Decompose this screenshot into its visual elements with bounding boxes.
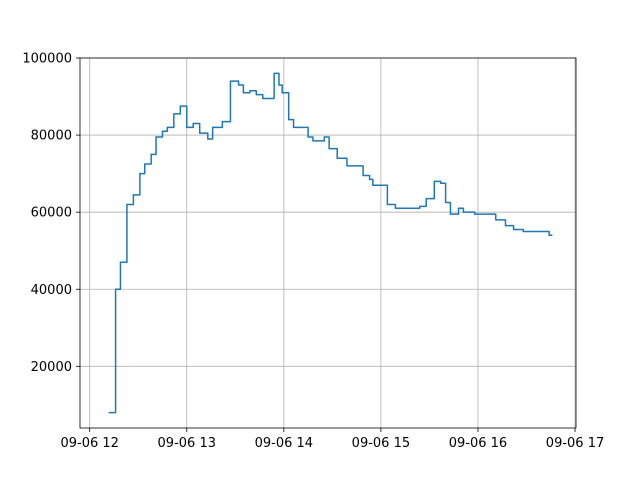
- data-point: [108, 411, 110, 414]
- y-tick-label: 20000: [31, 360, 72, 375]
- data-point: [132, 194, 134, 196]
- data-point: [186, 126, 188, 128]
- data-point: [119, 261, 122, 263]
- data-point: [212, 126, 214, 128]
- data-point: [281, 92, 283, 94]
- data-point: [144, 163, 146, 165]
- data-point: [346, 165, 348, 167]
- data-point: [126, 203, 128, 206]
- data-point: [192, 122, 194, 125]
- data-point: [362, 174, 364, 177]
- data-point: [221, 120, 223, 123]
- x-tick-label: 09-06 13: [158, 436, 216, 451]
- data-point: [474, 213, 476, 215]
- x-tick-label: 09-06 12: [60, 436, 118, 451]
- data-point: [292, 126, 295, 128]
- series-line: [109, 72, 553, 414]
- data-point: [419, 205, 421, 207]
- data-point: [495, 219, 497, 221]
- data-point: [307, 136, 309, 138]
- y-tick-label: 40000: [31, 283, 72, 298]
- data-point: [139, 173, 141, 175]
- data-point: [449, 213, 452, 215]
- data-point: [425, 198, 427, 200]
- data-point: [312, 140, 314, 142]
- data-point: [336, 157, 338, 159]
- data-point: [273, 72, 275, 75]
- data-point: [440, 182, 442, 184]
- x-tick-label: 09-06 16: [449, 436, 507, 451]
- axis-ticks: 09-06 12 09-06 13 09-06 14 09-06 15 09-06 16…: [22, 52, 604, 452]
- data-point: [457, 207, 460, 209]
- data-point: [328, 147, 330, 150]
- data-point: [161, 130, 164, 132]
- data-point: [255, 94, 257, 96]
- data-point: [512, 228, 515, 231]
- y-tick-label: 80000: [31, 129, 72, 144]
- x-tick-label: 09-06 17: [546, 436, 604, 451]
- data-point: [249, 90, 251, 92]
- data-point: [262, 97, 264, 100]
- data-point: [237, 84, 240, 86]
- data-point: [242, 92, 244, 94]
- data-point: [445, 201, 447, 204]
- data-point: [166, 126, 168, 128]
- data-point: [522, 230, 524, 233]
- y-tick-label: 100000: [22, 52, 72, 67]
- data-point: [386, 203, 388, 206]
- grid: [80, 57, 576, 428]
- series-layer: [108, 72, 553, 414]
- data-point: [179, 105, 181, 107]
- data-point: [150, 153, 152, 155]
- data-point: [229, 80, 232, 82]
- data-point: [278, 84, 280, 86]
- data-point: [199, 132, 201, 134]
- data-point: [504, 225, 507, 227]
- data-point: [155, 136, 157, 138]
- data-point: [288, 119, 290, 121]
- data-point: [372, 184, 374, 186]
- data-point: [173, 113, 175, 115]
- plot-area-frame: [79, 57, 577, 429]
- data-point: [114, 288, 117, 290]
- data-point: [462, 211, 465, 213]
- x-tick-label: 09-06 15: [352, 436, 410, 451]
- data-point: [394, 207, 397, 209]
- data-point: [433, 180, 435, 182]
- x-tick-label: 09-06 14: [255, 436, 313, 451]
- data-point: [323, 136, 325, 138]
- data-point: [538, 230, 541, 233]
- data-point: [368, 178, 371, 181]
- data-point: [207, 138, 209, 140]
- data-point: [548, 234, 550, 236]
- y-tick-label: 60000: [31, 206, 72, 221]
